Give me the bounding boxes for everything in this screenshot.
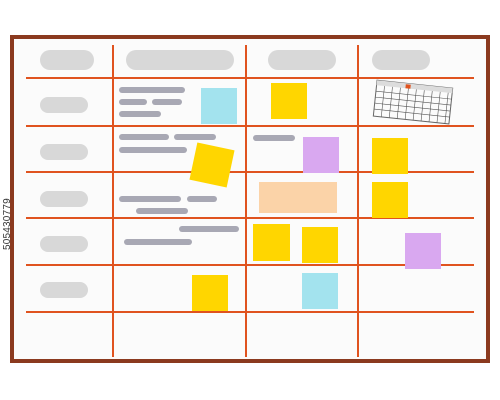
header-pill-4	[372, 50, 430, 70]
sticky-notes	[189, 83, 441, 311]
sticky-note	[192, 275, 228, 311]
sticky-note	[201, 88, 237, 124]
calendar-icon	[372, 79, 454, 125]
sticky-note	[189, 142, 235, 188]
sticky-note	[303, 137, 339, 173]
sticky-note	[405, 233, 441, 269]
sticky-note	[372, 138, 408, 174]
text-bar	[174, 134, 216, 140]
header-pill-3	[268, 50, 336, 70]
sticky-note	[302, 227, 338, 263]
sticky-note	[259, 182, 337, 213]
row-pill-1	[40, 97, 88, 113]
text-bar	[124, 239, 192, 245]
sticky-note	[302, 273, 338, 309]
horizontal-lines	[26, 77, 474, 313]
text-bar	[136, 208, 188, 214]
text-bar	[119, 134, 169, 140]
sticky-note	[271, 83, 307, 119]
text-bar	[179, 226, 239, 232]
text-bar	[187, 196, 217, 202]
vertical-lines	[112, 45, 359, 357]
text-bar	[119, 147, 187, 153]
sticky-note	[253, 224, 290, 261]
row-pill-4	[40, 236, 88, 252]
stock-id-watermark: 505430779	[2, 198, 13, 250]
row-pill-5	[40, 282, 88, 298]
text-bar	[152, 99, 182, 105]
sticky-note	[372, 182, 408, 218]
row-pill-3	[40, 191, 88, 207]
header-pill-2	[126, 50, 234, 70]
text-bar	[119, 99, 147, 105]
text-placeholders	[119, 87, 295, 245]
text-bar	[119, 196, 181, 202]
header-pill-1	[40, 50, 94, 70]
row-pill-2	[40, 144, 88, 160]
text-bar	[119, 111, 161, 117]
text-bar	[119, 87, 185, 93]
text-bar	[253, 135, 295, 141]
